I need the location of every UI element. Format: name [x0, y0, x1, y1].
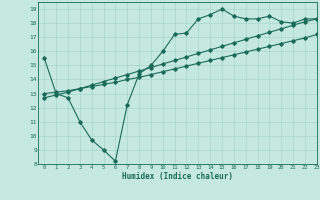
X-axis label: Humidex (Indice chaleur): Humidex (Indice chaleur)	[122, 172, 233, 181]
